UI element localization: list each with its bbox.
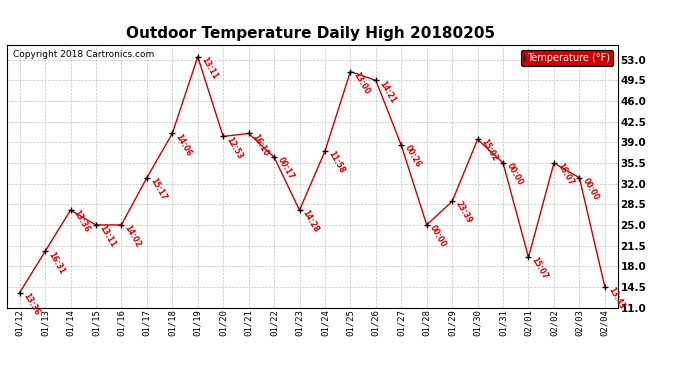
Text: 23:39: 23:39 [453,200,473,225]
Text: 16:31: 16:31 [46,250,66,276]
Text: 13:36: 13:36 [21,291,41,317]
Text: 15:02: 15:02 [479,138,499,163]
Text: Outdoor Temperature Daily High 20180205: Outdoor Temperature Daily High 20180205 [126,26,495,41]
Text: 12:53: 12:53 [224,135,244,160]
Text: 11:58: 11:58 [326,150,346,175]
Text: 13:00: 13:00 [352,70,372,96]
Text: 13:36: 13:36 [72,209,92,234]
Text: 15:07: 15:07 [530,256,550,281]
Text: 16:07: 16:07 [555,162,575,187]
Text: 14:06: 14:06 [174,132,193,158]
Text: 00:00: 00:00 [504,162,524,187]
Text: 00:00: 00:00 [581,176,600,202]
Text: Copyright 2018 Cartronics.com: Copyright 2018 Cartronics.com [13,50,155,59]
Text: 13:11: 13:11 [97,224,117,249]
Text: 15:17: 15:17 [148,176,168,202]
Text: 13:11: 13:11 [199,56,219,81]
Text: 14:02: 14:02 [123,224,143,249]
Text: 16:10: 16:10 [250,132,270,158]
Text: 13:43: 13:43 [607,285,626,311]
Text: 00:17: 00:17 [275,156,295,181]
Text: 14:28: 14:28 [301,209,321,234]
Text: 00:26: 00:26 [403,144,422,169]
Text: 14:21: 14:21 [377,79,397,104]
Text: 00:00: 00:00 [428,224,448,249]
Legend: Temperature (°F): Temperature (°F) [521,50,613,66]
